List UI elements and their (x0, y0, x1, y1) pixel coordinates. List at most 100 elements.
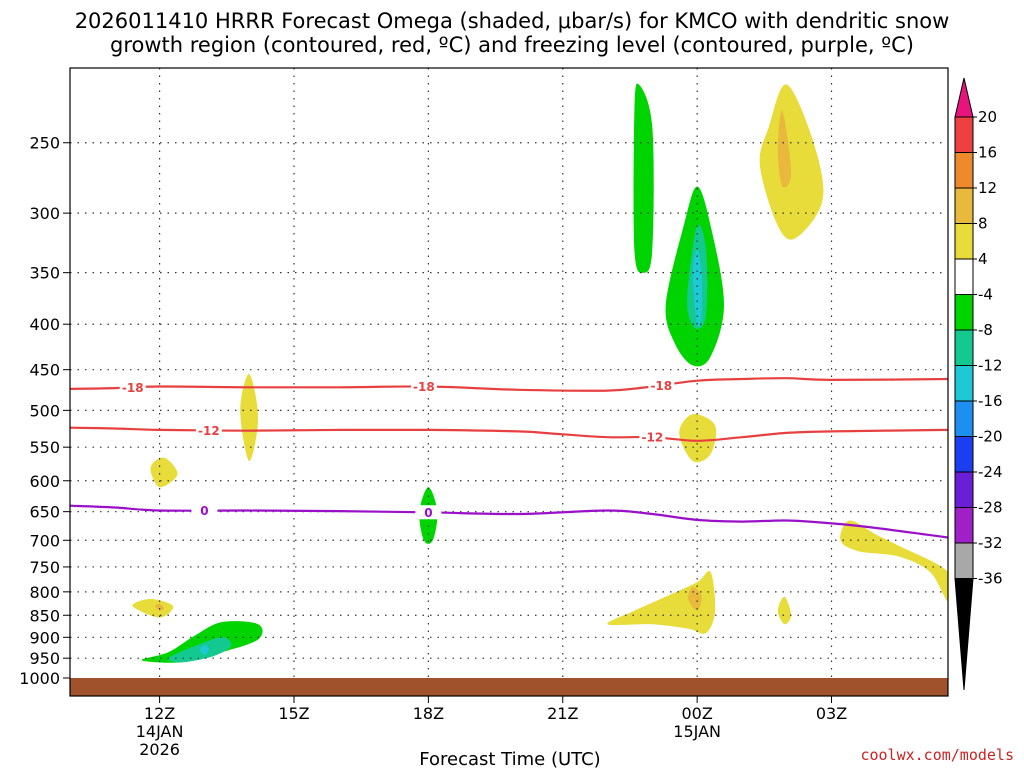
omega-region-a-8-lower-left (141, 621, 263, 663)
colorbar-swatch (954, 223, 974, 260)
ytick-label-350: 350 (29, 264, 60, 283)
omega-region-a4-11z-small (150, 457, 178, 488)
contour-label-dgz-minus-18: -18 (413, 380, 435, 394)
colorbar-swatch (954, 258, 974, 295)
colorbar: 20 16 12 8 4 -4 -8 -12 -16 -20 -24 -28 -32 -36 (954, 77, 1003, 691)
ytick-label-550: 550 (29, 438, 60, 457)
contour-label-bg (119, 380, 146, 395)
credit-text[interactable]: coolwx.com/models (860, 746, 1014, 764)
contour-dgz-minus-12 (69, 426, 949, 442)
colorbar-label: -36 (978, 570, 1003, 588)
colorbar-label: 8 (978, 215, 988, 233)
ytick-label-750: 750 (29, 558, 60, 577)
contour-label-bg (191, 503, 218, 518)
xtick-label-00Z: 00Z (681, 704, 712, 723)
y-axis: 250 300 350 400 450 500 550 600 650 700 750 800 850 9… (19, 134, 70, 688)
omega-region-a8-03z-top (777, 110, 792, 188)
colorbar-swatch (954, 329, 974, 366)
contour-label-dgz-minus-18: -18 (650, 379, 672, 393)
colorbar-label: 16 (978, 144, 997, 162)
colorbar-swatch (954, 542, 974, 579)
ytick-label-650: 650 (29, 503, 60, 522)
contour-label-bg (410, 379, 437, 394)
ytick-label-600: 600 (29, 472, 60, 491)
chart-title-line-1: 2026011410 HRRR Forecast Omega (shaded, … (75, 9, 950, 33)
terrain-bar (70, 678, 948, 696)
x-axis-label: Forecast Time (UTC) (419, 749, 600, 768)
xtick-label-03Z: 03Z (816, 704, 847, 723)
colorbar-label: 20 (978, 108, 997, 126)
contour-label-freezing-level-0: 0 (424, 506, 432, 520)
colorbar-swatch (954, 294, 974, 331)
omega-region-a-16-00z (692, 249, 703, 327)
ytick-label-850: 850 (29, 606, 60, 625)
colorbar-label: -12 (978, 357, 1003, 375)
contour-label-freezing-level-0: 0 (200, 504, 208, 518)
colorbar-label: -16 (978, 392, 1003, 410)
ytick-label-1000: 1000 (19, 669, 60, 688)
ytick-label-400: 400 (29, 315, 60, 334)
omega-region-a-4-small-1am (728, 615, 760, 657)
omega-region-a-8-22z (633, 83, 654, 273)
colorbar-swatch (954, 471, 974, 508)
ytick-label-700: 700 (29, 531, 60, 550)
omega-region-a4-03z-top (759, 84, 824, 240)
ytick-label-800: 800 (29, 583, 60, 602)
colorbar-label: 12 (978, 179, 997, 197)
xtick-label-12Z: 12Z (144, 704, 175, 723)
contour-label-bg (415, 505, 442, 520)
omega-region-a4-2330-lower (607, 570, 716, 634)
xtick-label-18Z: 18Z (413, 704, 444, 723)
colorbar-swatch (954, 187, 974, 224)
colorbar-label: -24 (978, 463, 1003, 481)
contour-label-dgz-minus-12: -12 (642, 431, 664, 445)
ytick-label-450: 450 (29, 361, 60, 380)
temperature-contours: -18 -18 -18 -12 -12 0 0 (69, 377, 949, 539)
omega-region-a4-02z-lower (777, 596, 792, 625)
colorbar-label: -32 (978, 534, 1003, 552)
colorbar-label: 4 (978, 250, 988, 268)
contour-dgz-minus-18 (69, 377, 949, 392)
colorbar-swatch (954, 507, 974, 544)
ytick-label-500: 500 (29, 401, 60, 420)
xtick-date-12Z: 14JAN (136, 722, 184, 741)
colorbar-label: -20 (978, 428, 1003, 446)
contour-label-bg (639, 430, 666, 445)
colorbar-swatch (954, 365, 974, 402)
colorbar-swatch (954, 436, 974, 473)
xtick-label-21Z: 21Z (547, 704, 578, 723)
colorbar-label: -4 (978, 286, 993, 304)
plot-border (69, 67, 949, 697)
xtick-year-12Z: 2026 (139, 740, 180, 759)
ytick-label-900: 900 (29, 628, 60, 647)
omega-region-a4-14z (240, 373, 259, 462)
ytick-label-250: 250 (29, 134, 60, 153)
colorbar-swatch (954, 152, 974, 189)
chart-title-line-2: growth region (contoured, red, ºC) and f… (110, 33, 914, 57)
xtick-label-15Z: 15Z (278, 704, 309, 723)
omega-region-a-4-17z-small (374, 235, 397, 295)
colorbar-swatch (954, 400, 974, 437)
omega-region-a4-right-edge (840, 520, 948, 602)
omega-region-a-4-18z (319, 436, 457, 604)
omega-region-a-16-lower-left (199, 645, 209, 655)
colorbar-label: -28 (978, 499, 1003, 517)
ytick-label-300: 300 (29, 204, 60, 223)
omega-region-a4-11z-lower (132, 599, 174, 618)
colorbar-swatch-top (954, 77, 974, 118)
contour-label-bg (195, 423, 222, 438)
omega-region-a-4-small-2am (777, 496, 796, 535)
omega-region-a-4-lower-left-small (137, 540, 174, 565)
omega-shaded-regions (91, 68, 948, 669)
colorbar-swatch (954, 116, 974, 153)
xtick-date-00Z: 15JAN (673, 722, 721, 741)
omega-region-a4-00z-mid (679, 414, 717, 463)
plot-area: -18 -18 -18 -12 -12 0 0 (69, 67, 949, 697)
omega-region-a8-2330-lower (688, 586, 702, 611)
omega-region-a8-11z-lower (155, 603, 165, 611)
contour-label-dgz-minus-12: -12 (198, 424, 220, 438)
ytick-label-950: 950 (29, 649, 60, 668)
contour-label-bg (648, 378, 675, 393)
